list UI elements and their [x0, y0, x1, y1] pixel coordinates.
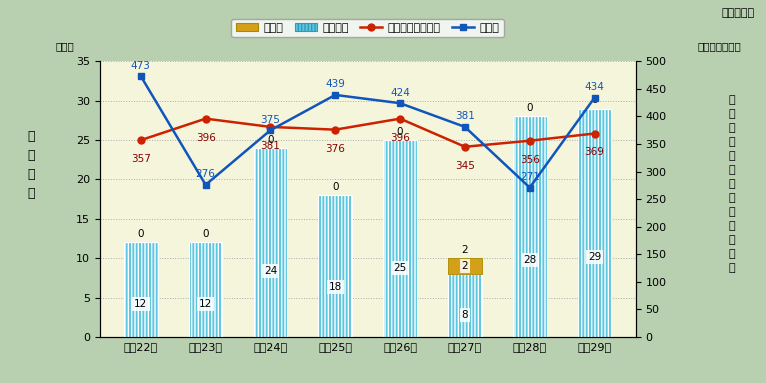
Bar [124, 242, 158, 337]
Text: （件、百万円）: （件、百万円） [697, 41, 741, 51]
Bar [254, 148, 287, 337]
Bar [319, 195, 352, 337]
Text: 424: 424 [390, 88, 410, 98]
Text: 24: 24 [264, 266, 277, 276]
Text: 276: 276 [195, 169, 215, 179]
Text: 0: 0 [526, 103, 533, 113]
Bar [383, 140, 417, 337]
Text: 375: 375 [260, 115, 280, 124]
Text: 12: 12 [134, 299, 147, 309]
Text: 流
出
事
故
発
生
件
数
及
び
損
害
額: 流 出 事 故 発 生 件 数 及 び 損 害 額 [728, 95, 735, 273]
Text: 396: 396 [390, 133, 410, 142]
Text: 28: 28 [523, 255, 536, 265]
Text: 439: 439 [326, 79, 345, 89]
Text: 381: 381 [455, 111, 475, 121]
Bar [448, 274, 482, 337]
Text: 0: 0 [397, 127, 404, 137]
Bar [578, 108, 611, 337]
Text: （人）: （人） [56, 41, 74, 51]
Text: 396: 396 [195, 133, 215, 142]
Text: 345: 345 [455, 160, 475, 171]
Text: 8: 8 [462, 310, 468, 320]
Bar [124, 242, 158, 337]
Text: 2: 2 [462, 261, 468, 271]
Bar [448, 258, 482, 274]
Text: 0: 0 [267, 135, 273, 145]
Bar [319, 195, 352, 337]
Legend: 死者数, 負傷者数, 流出事故発生件数, 損害額: 死者数, 負傷者数, 流出事故発生件数, 損害額 [231, 19, 504, 38]
Bar [513, 116, 547, 337]
Bar [254, 148, 287, 337]
Text: 18: 18 [329, 282, 342, 292]
Text: （各年中）: （各年中） [722, 8, 755, 18]
Text: 25: 25 [394, 263, 407, 273]
Text: 0: 0 [332, 182, 339, 192]
Text: 2: 2 [462, 245, 468, 255]
Text: 12: 12 [199, 299, 212, 309]
Text: 0: 0 [591, 95, 597, 105]
Text: 376: 376 [326, 144, 345, 154]
Bar [578, 108, 611, 337]
Text: 357: 357 [131, 154, 151, 164]
Text: 434: 434 [584, 82, 604, 92]
Text: 29: 29 [588, 252, 601, 262]
Bar [513, 116, 547, 337]
Text: 271: 271 [520, 172, 540, 182]
Text: 381: 381 [260, 141, 280, 151]
Text: 0: 0 [138, 229, 144, 239]
Text: 356: 356 [520, 155, 540, 165]
Text: 369: 369 [584, 147, 604, 157]
Bar [188, 242, 222, 337]
Bar [188, 242, 222, 337]
Bar [448, 274, 482, 337]
Bar [383, 140, 417, 337]
Text: 473: 473 [131, 61, 151, 70]
Text: 死
傷
者
数: 死 傷 者 数 [27, 130, 34, 200]
Text: 0: 0 [202, 229, 209, 239]
